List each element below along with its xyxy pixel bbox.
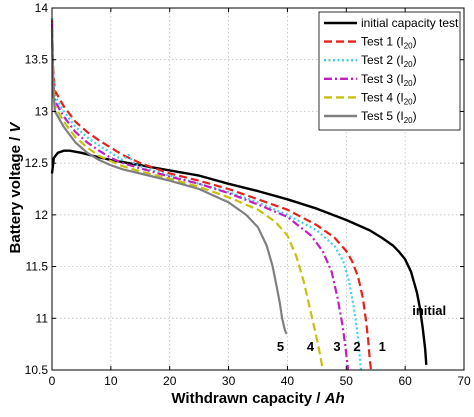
annotation-label: initial (412, 303, 446, 318)
x-tick-label: 40 (281, 374, 295, 388)
series-layer (50, 18, 428, 371)
legend-label-0: initial capacity test (361, 16, 459, 30)
legend-label-4: Test 4 (I20) (361, 90, 417, 106)
series-line-3 (50, 23, 350, 371)
x-axis-title: Withdrawn capacity / Ah (171, 390, 344, 407)
annotation-label: 3 (333, 339, 340, 354)
y-tick-label: 11.5 (26, 260, 49, 274)
annotation-label: 1 (379, 339, 386, 354)
y-tick-label: 13 (35, 104, 49, 118)
annotation-label: 5 (277, 339, 284, 354)
legend-label-2: Test 2 (I20) (361, 53, 417, 69)
y-tick-label: 10.5 (25, 363, 49, 377)
y-tick-label: 12 (35, 208, 49, 222)
legend-box (318, 11, 461, 131)
series-line-2 (50, 18, 363, 371)
y-tick-label: 12.5 (25, 156, 49, 170)
plot-border (51, 7, 465, 371)
x-tick-label: 50 (340, 374, 354, 388)
plot-frame (51, 7, 465, 371)
x-tick-label: 0 (49, 374, 56, 388)
series-line-0 (50, 149, 428, 365)
legend: initial capacity test Test 1 (I20) Test 2 … (318, 11, 461, 131)
y-tick-label: 11 (36, 311, 49, 325)
x-tick-label: 10 (104, 374, 118, 388)
annotation-label: 2 (353, 339, 360, 354)
x-tick-label: 30 (222, 374, 236, 388)
x-tick-label: 70 (457, 374, 471, 388)
annotation-label: 4 (307, 339, 315, 354)
series-line-4 (50, 28, 324, 371)
y-tick-label: 13.5 (25, 53, 49, 67)
x-tick-label: 20 (163, 374, 177, 388)
legend-label-3: Test 3 (I20) (361, 72, 417, 88)
x-tick-label: 60 (398, 374, 412, 388)
series-line-1 (50, 18, 373, 371)
legend-label-1: Test 1 (I20) (361, 35, 417, 51)
series-line-5 (50, 28, 288, 335)
y-tick-label: 14 (35, 1, 49, 15)
legend-label-5: Test 5 (I20) (361, 109, 417, 125)
y-axis-title: Battery voltage / V (7, 121, 24, 254)
